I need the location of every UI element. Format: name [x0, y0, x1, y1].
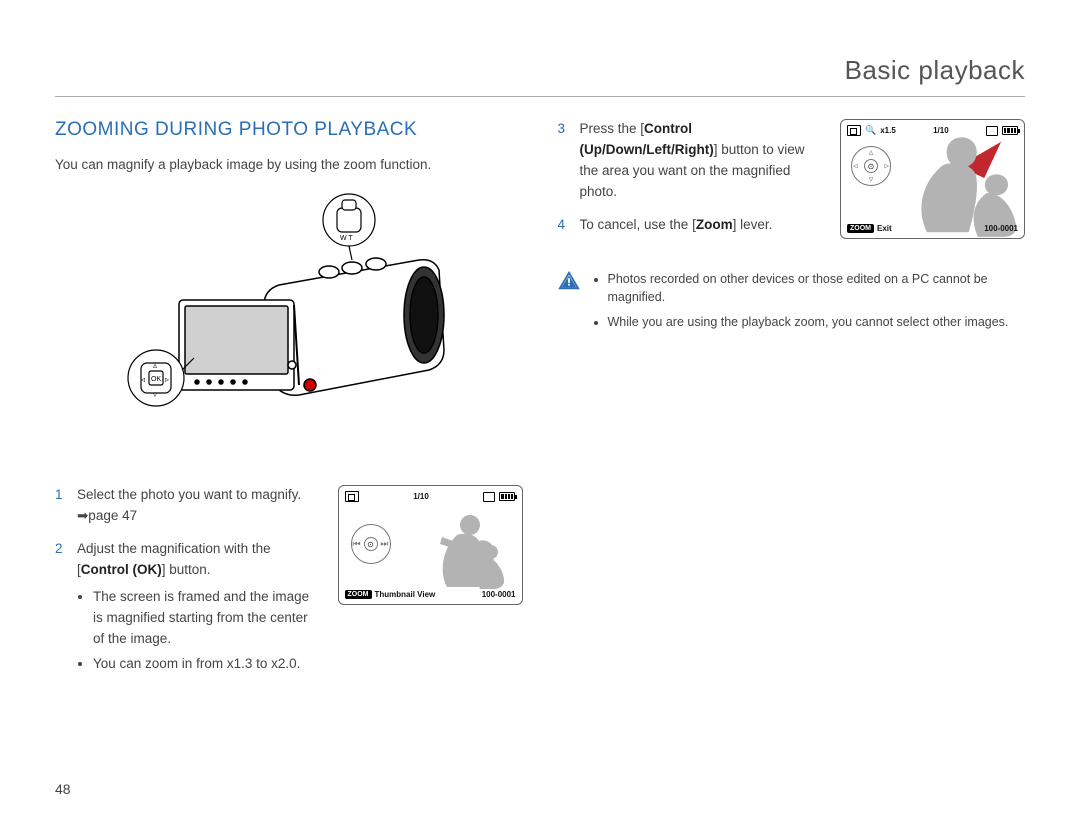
lcd-screen-thumbnail: 1/10 ⊙ ⏮ ⏭	[338, 485, 523, 605]
step-2-bullets: The screen is framed and the image is ma…	[93, 587, 320, 675]
photo-silhouette	[889, 128, 1025, 238]
mode-icon	[847, 125, 861, 136]
page-number: 48	[55, 781, 71, 797]
step-2-text-b: ] button.	[162, 562, 211, 577]
nav-prev-icon: ⏮	[353, 539, 361, 550]
step-4-text-b: ] lever.	[733, 217, 773, 232]
right-column: 3 Press the [Control (Up/Down/Left/Right…	[558, 119, 1026, 691]
steps-1-2: 1 Select the photo you want to magnify. …	[55, 485, 320, 690]
nav-center-icon: ⊙	[364, 537, 378, 551]
section-intro: You can magnify a playback image by usin…	[55, 155, 523, 175]
nav-up-icon: ▵	[869, 147, 874, 158]
note-item: While you are using the playback zoom, y…	[608, 313, 1026, 332]
nav-next-icon: ⏭	[380, 539, 388, 550]
svg-text:▿: ▿	[153, 390, 157, 399]
file-number: 100-0001	[984, 224, 1018, 233]
camcorder-illustration: W T OK ▵ ▿ ◃ ▹	[55, 190, 523, 445]
caution-icon	[558, 270, 580, 292]
step-1: 1 Select the photo you want to magnify. …	[55, 485, 320, 527]
step-number: 4	[558, 215, 570, 236]
note-item: Photos recorded on other devices or thos…	[608, 270, 1026, 308]
svg-text:OK: OK	[151, 376, 161, 383]
step-4-bold: Zoom	[696, 217, 733, 232]
steps-row-left: 1 Select the photo you want to magnify. …	[55, 485, 523, 690]
step-4: 4 To cancel, use the [Zoom] lever.	[558, 215, 823, 236]
steps-row-right: 3 Press the [Control (Up/Down/Left/Right…	[558, 119, 1026, 248]
step-3: 3 Press the [Control (Up/Down/Left/Right…	[558, 119, 823, 203]
step-1-pageref: ➡page 47	[77, 508, 137, 523]
step-2-bullet: The screen is framed and the image is ma…	[93, 587, 320, 650]
note-box: Photos recorded on other devices or thos…	[558, 270, 1026, 338]
note-list: Photos recorded on other devices or thos…	[608, 270, 1026, 338]
step-number: 3	[558, 119, 570, 203]
page-header-title: Basic playback	[55, 55, 1025, 97]
mode-icon	[345, 491, 359, 502]
svg-text:W T: W T	[340, 235, 353, 242]
step-1-text: Select the photo you want to magnify.	[77, 487, 301, 502]
section-heading: ZOOMING DURING PHOTO PLAYBACK	[55, 119, 523, 141]
bottom-left-label: Exit	[877, 224, 892, 233]
nav-pad-icon: ⊙ ▵ ▿ ◃ ▹	[851, 146, 891, 186]
nav-center-icon: ⊙	[864, 159, 878, 173]
step-3-text-a: Press the [	[580, 121, 645, 136]
nav-down-icon: ▿	[869, 174, 874, 185]
content-columns: ZOOMING DURING PHOTO PLAYBACK You can ma…	[55, 119, 1025, 691]
file-number: 100-0001	[482, 590, 516, 599]
svg-text:▵: ▵	[153, 361, 157, 370]
left-column: ZOOMING DURING PHOTO PLAYBACK You can ma…	[55, 119, 523, 691]
svg-text:◃: ◃	[141, 375, 145, 384]
nav-pad-icon: ⊙ ⏮ ⏭	[351, 524, 391, 564]
magnify-icon: 🔍	[865, 125, 876, 136]
zoom-tag: ZOOM	[847, 224, 874, 233]
step-2-bullet: You can zoom in from x1.3 to x2.0.	[93, 654, 320, 675]
svg-text:▹: ▹	[165, 375, 169, 384]
bottom-left-label: Thumbnail View	[375, 590, 436, 599]
step-2: 2 Adjust the magnification with the [Con…	[55, 539, 320, 679]
zoom-tag: ZOOM	[345, 590, 372, 599]
step-number: 2	[55, 539, 67, 679]
step-number: 1	[55, 485, 67, 527]
step-2-bold: Control (OK)	[81, 562, 162, 577]
photo-silhouette	[402, 497, 522, 592]
lcd-screen-zoomed: 🔍 x1.5 1/10 ⊙ ▵ ▿ ◃ ▹	[840, 119, 1025, 239]
step-4-text-a: To cancel, use the [	[580, 217, 696, 232]
nav-left-icon: ◃	[853, 161, 858, 172]
